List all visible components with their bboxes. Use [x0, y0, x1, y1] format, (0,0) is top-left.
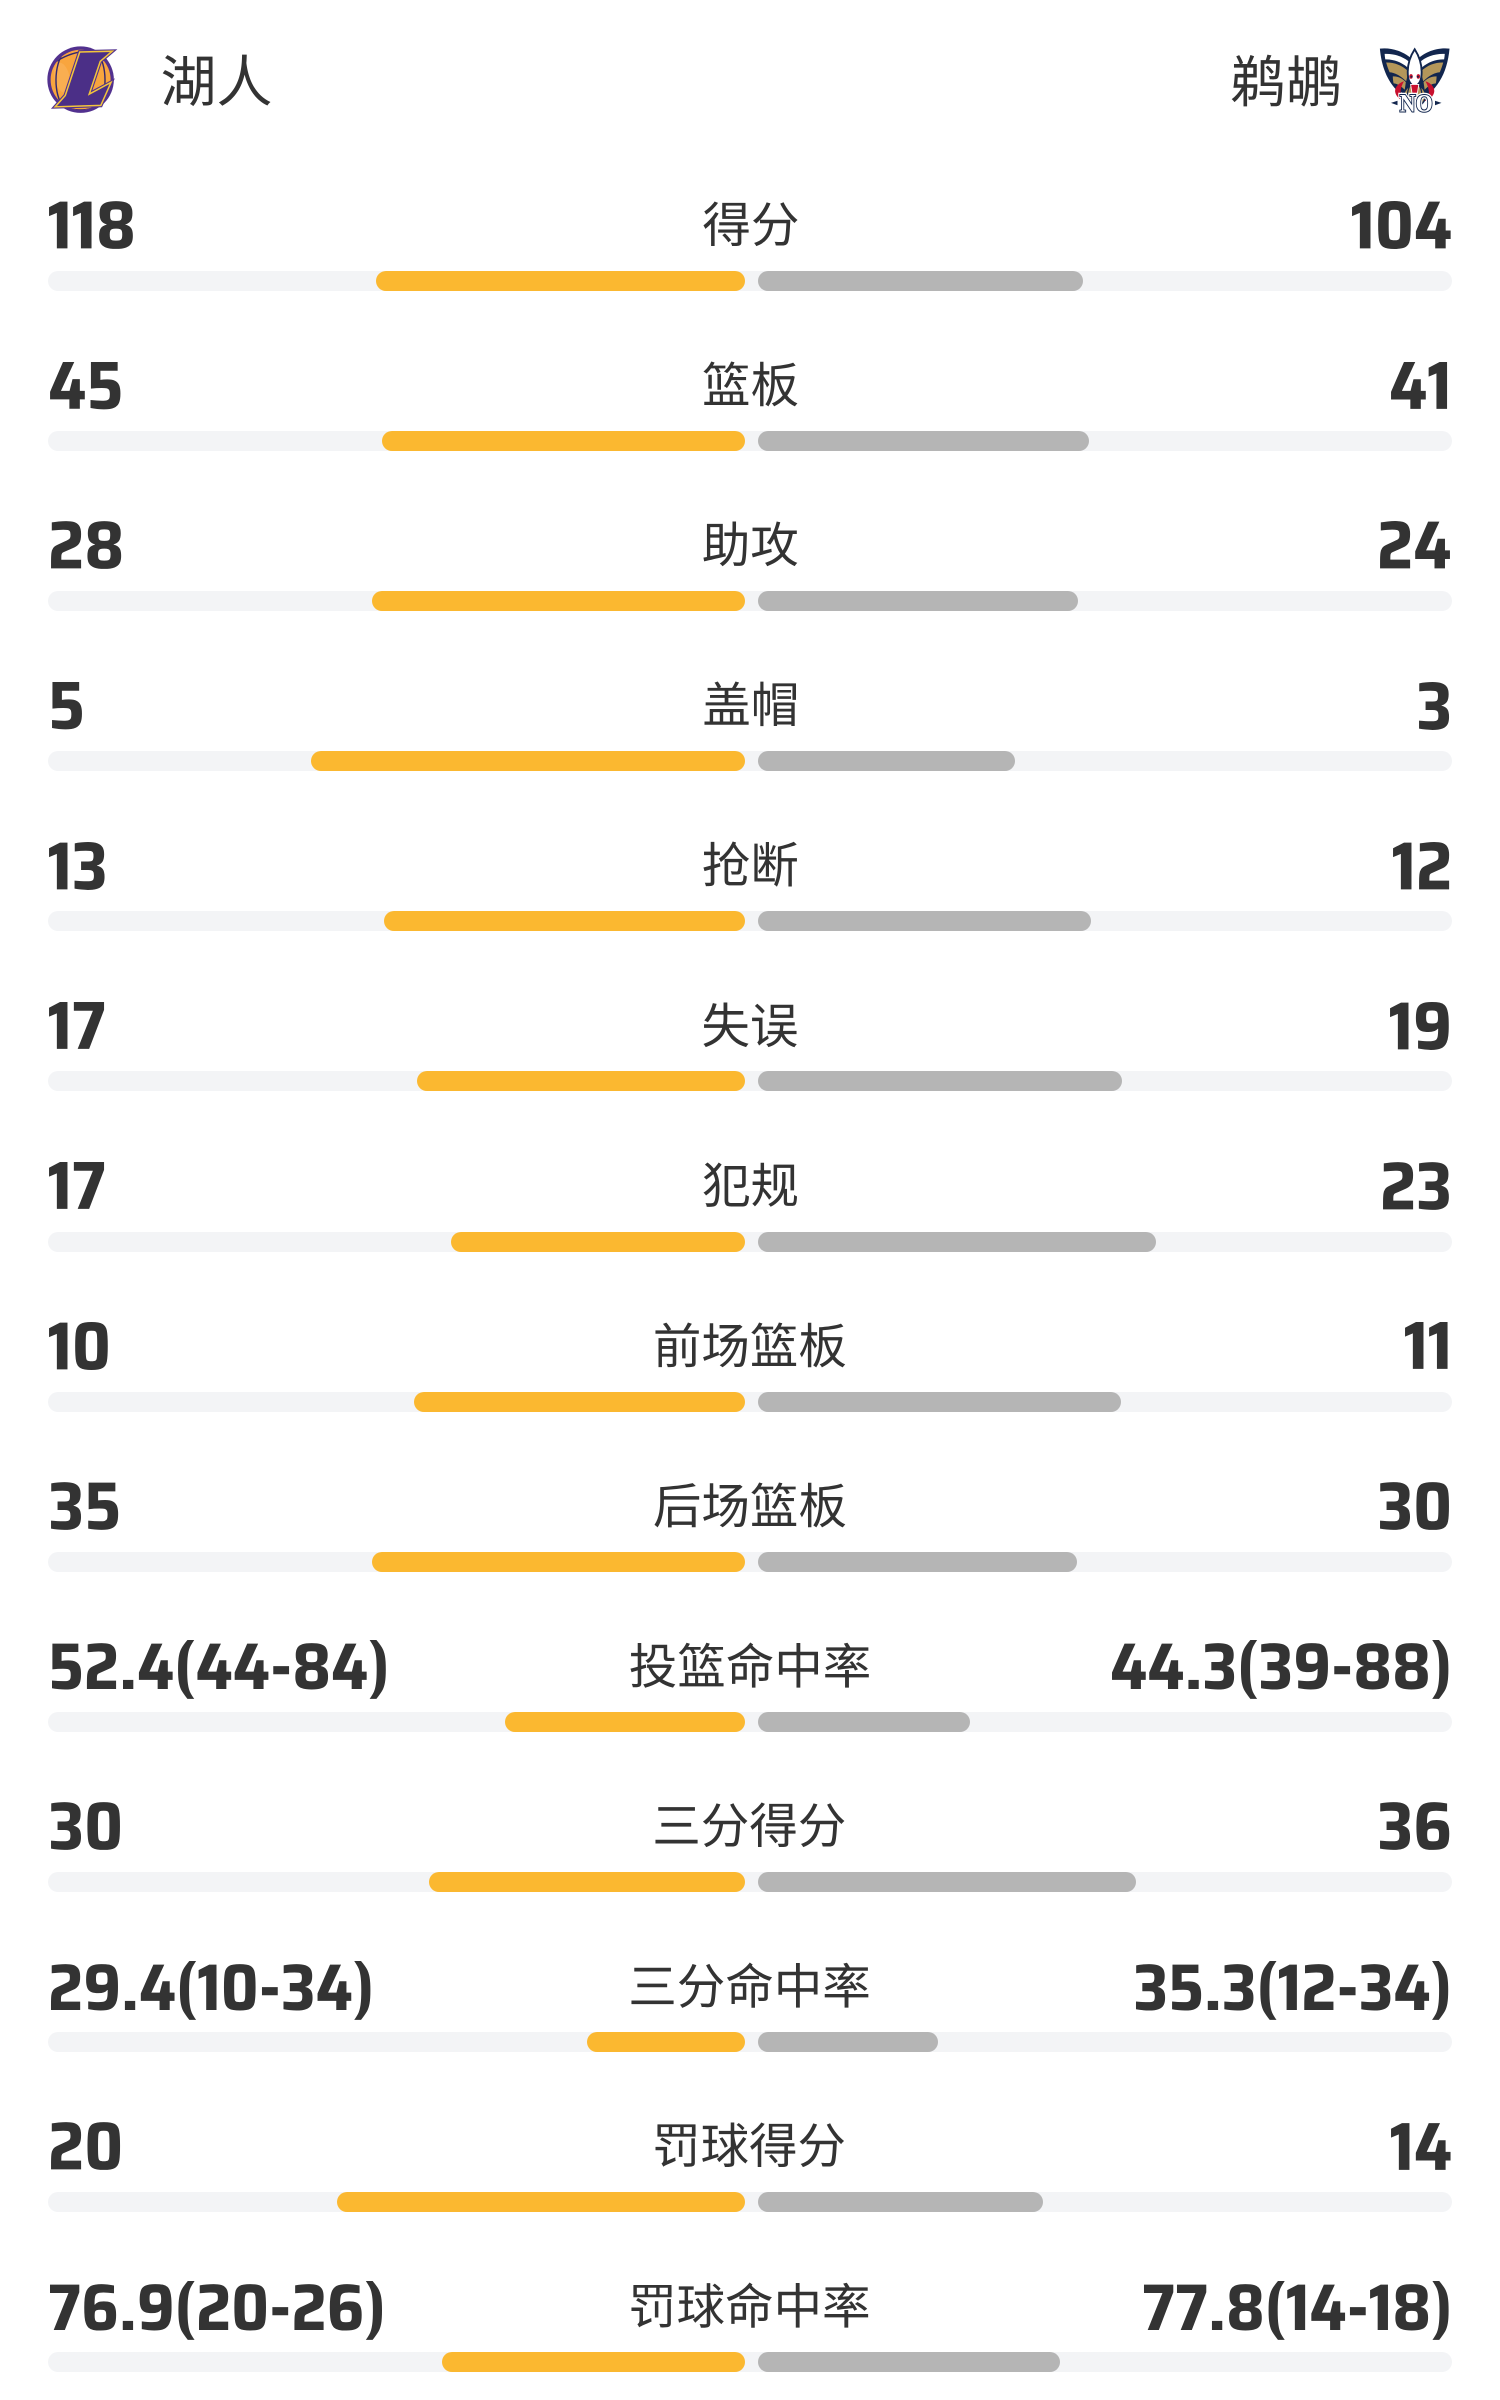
svg-text:NO: NO [1400, 92, 1433, 115]
svg-text:NO: NO [1400, 92, 1433, 115]
